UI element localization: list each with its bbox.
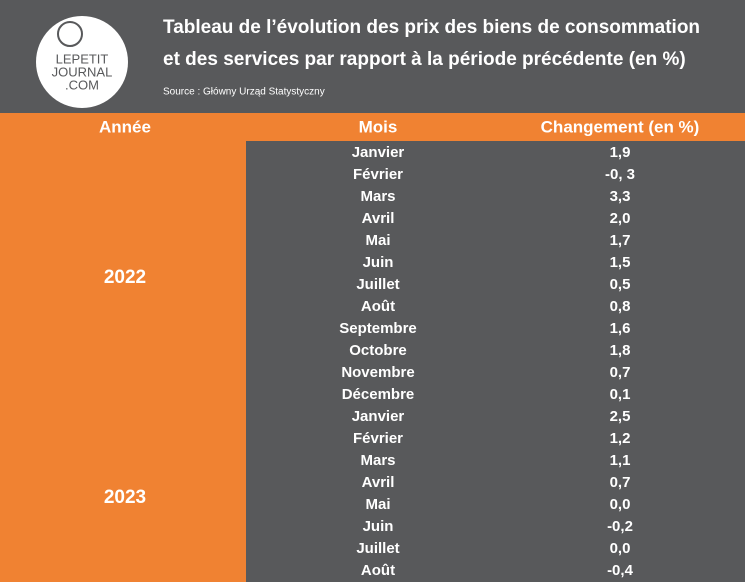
month: Avril	[362, 210, 395, 227]
month: Février	[353, 166, 403, 183]
change-value: 1,5	[610, 254, 631, 271]
column-header: Changement (en %)	[541, 117, 700, 136]
month: Avril	[362, 474, 395, 491]
source: Source : Główny Urząd Statystyczny	[163, 87, 325, 98]
change-value: 0,5	[610, 276, 631, 293]
year-column	[0, 141, 246, 582]
month: Mai	[365, 232, 390, 249]
change-value: 2,0	[610, 210, 631, 227]
logo-text: JOURNAL	[52, 64, 113, 79]
title: et des services par rapport à la période…	[163, 49, 686, 70]
month: Janvier	[352, 144, 405, 161]
month: Juillet	[356, 276, 399, 293]
month: Juin	[363, 518, 394, 535]
month: Juillet	[356, 540, 399, 557]
logo-text: .COM	[65, 77, 99, 92]
change-value: -0,2	[607, 518, 633, 535]
change-value: 0,7	[610, 364, 631, 381]
change-value: 1,1	[610, 452, 631, 469]
month: Mars	[360, 188, 395, 205]
month: Décembre	[342, 386, 415, 403]
change-value: 2,5	[610, 408, 631, 425]
month: Août	[361, 298, 395, 315]
change-value: 1,2	[610, 430, 631, 447]
year: 2022	[104, 267, 146, 288]
change-value: 1,9	[610, 144, 631, 161]
month: Juin	[363, 254, 394, 271]
change-value: 0,1	[610, 386, 631, 403]
month: Janvier	[352, 408, 405, 425]
year: 2023	[104, 487, 146, 508]
header-band	[0, 113, 745, 141]
change-value: 0,0	[610, 540, 631, 557]
logo-text: LEPETIT	[56, 51, 109, 66]
change-value: -0, 3	[605, 166, 635, 183]
title: Tableau de l’évolution des prix des bien…	[163, 17, 700, 38]
change-value: 1,6	[610, 320, 631, 337]
change-value: 0,0	[610, 496, 631, 513]
change-value: 0,7	[610, 474, 631, 491]
month: Novembre	[341, 364, 414, 381]
month: Février	[353, 430, 403, 447]
change-value: 1,8	[610, 342, 631, 359]
month: Mai	[365, 496, 390, 513]
change-value: 0,8	[610, 298, 631, 315]
month: Septembre	[339, 320, 417, 337]
column-header: Mois	[359, 117, 398, 136]
month: Mars	[360, 452, 395, 469]
logo-icon	[57, 21, 83, 47]
month: Octobre	[349, 342, 407, 359]
change-value: 1,7	[610, 232, 631, 249]
month: Août	[361, 562, 395, 579]
column-header: Année	[99, 117, 151, 136]
change-value: -0,4	[607, 562, 634, 579]
change-value: 3,3	[610, 188, 631, 205]
